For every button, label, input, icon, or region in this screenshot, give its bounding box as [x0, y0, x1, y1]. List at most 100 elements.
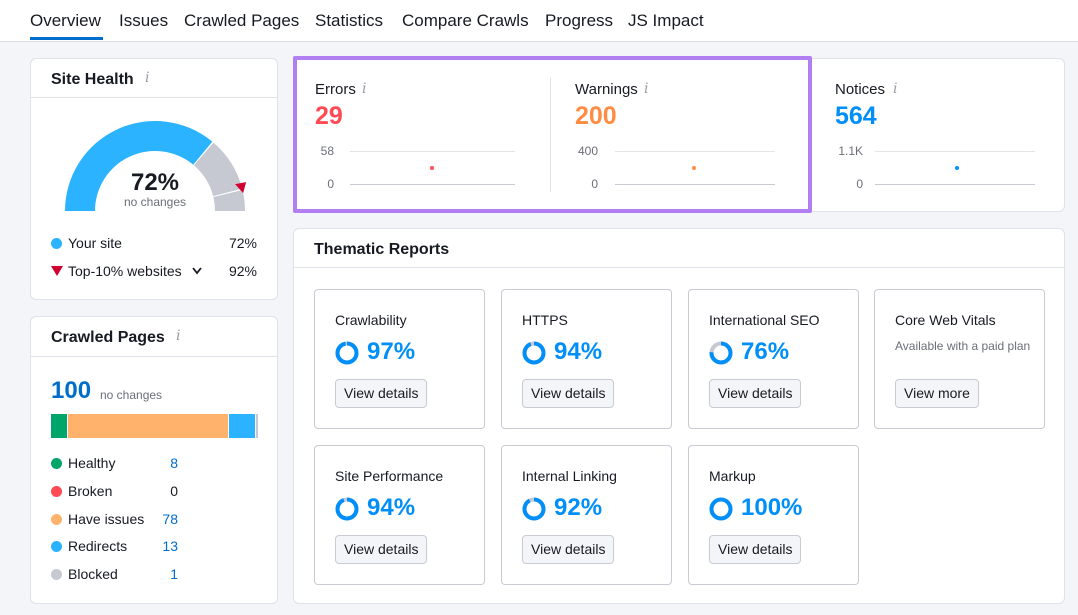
warnings-label: Warnings	[575, 81, 638, 98]
report-name: Site Performance	[335, 468, 444, 484]
errors-gridline	[350, 151, 515, 152]
crawled-pages-info-icon[interactable]: i	[176, 328, 181, 344]
notices-info-icon[interactable]: i	[893, 81, 898, 97]
errors-info-icon[interactable]: i	[362, 81, 367, 97]
report-score[interactable]: 92%	[554, 494, 603, 521]
progress-ring-icon	[522, 497, 546, 521]
view-details-button[interactable]: View details	[335, 379, 428, 408]
report-score[interactable]: 100%	[741, 494, 803, 521]
crawled-pages-count[interactable]: 100	[51, 377, 92, 404]
gauge-remaining-arc	[213, 189, 245, 211]
report-card-international-seo: International SEO 76% View details	[688, 289, 859, 429]
legend-dot	[51, 541, 62, 553]
thematic-reports-card: Thematic Reports Crawlability 97% View det…	[293, 228, 1065, 604]
report-score[interactable]: 97%	[367, 338, 416, 365]
top10-value: 92%	[228, 263, 257, 279]
view-details-button[interactable]: View details	[522, 379, 615, 408]
ring-fill	[522, 497, 546, 521]
legend-blocked: Blocked	[51, 566, 118, 582]
legend-value-have-issues[interactable]: 78	[162, 510, 178, 527]
errors-axis-bottom: 0	[327, 177, 334, 191]
notices-count[interactable]: 564	[835, 102, 877, 130]
legend-label: Redirects	[68, 538, 128, 555]
tab-progress[interactable]: Progress	[545, 11, 614, 30]
report-card-internal-linking: Internal Linking 92% View details	[501, 445, 672, 585]
report-score[interactable]: 76%	[741, 338, 790, 365]
bar-segment-blocked[interactable]	[255, 414, 258, 438]
legend-label: Your site	[68, 235, 122, 251]
notices-label: Notices	[835, 81, 886, 98]
report-name: Internal Linking	[522, 468, 617, 484]
top10-marker-icon	[235, 182, 247, 194]
bar-segment-have-issues[interactable]	[67, 414, 228, 438]
gauge-top10-arc	[193, 142, 243, 197]
tab-overview[interactable]: Overview	[30, 11, 101, 30]
legend-dot	[51, 513, 62, 525]
ring-fill	[709, 341, 733, 365]
crawled-pages-title: Crawled Pages	[51, 329, 165, 346]
errors-baseline	[350, 184, 515, 185]
top10-triangle-icon	[51, 266, 63, 276]
bar-segment-healthy[interactable]	[51, 414, 67, 438]
legend-value-broken: 0	[170, 482, 178, 499]
legend-have-issues: Have issues	[51, 511, 144, 527]
legend-label: Blocked	[68, 566, 118, 583]
warnings-sparkline-point	[692, 166, 696, 170]
report-name: Markup	[709, 468, 756, 484]
legend-value-blocked[interactable]: 1	[170, 566, 178, 583]
warnings-info-icon[interactable]: i	[644, 81, 649, 97]
legend-label: Healthy	[68, 455, 116, 471]
warnings-count[interactable]: 200	[575, 102, 617, 130]
site-health-info-icon[interactable]: i	[145, 70, 150, 86]
site-health-score: 72%	[130, 169, 180, 196]
report-card-markup: Markup 100% View details	[688, 445, 859, 585]
errors-axis-top: 58	[320, 144, 334, 158]
warnings-axis-bottom: 0	[591, 177, 598, 191]
tab-js-impact[interactable]: JS Impact	[628, 11, 704, 30]
metric-divider	[550, 78, 551, 192]
legend-dot	[51, 485, 62, 497]
warnings-axis-top: 400	[577, 144, 598, 158]
tab-crawled-pages[interactable]: Crawled Pages	[184, 11, 300, 30]
report-tabs: Overview Issues Crawled Pages Statistics…	[0, 0, 1078, 42]
issues-summary-card: Errors i 29 58 0 Warnings i 200 400 0 No…	[293, 58, 1065, 212]
legend-top-10[interactable]: Top-10% websites	[51, 263, 202, 279]
tab-statistics[interactable]: Statistics	[315, 11, 384, 30]
active-tab-indicator	[30, 37, 103, 40]
report-score[interactable]: 94%	[367, 494, 416, 521]
chevron-down-icon[interactable]	[191, 267, 202, 275]
report-name: HTTPS	[522, 312, 568, 328]
legend-redirects: Redirects	[51, 538, 127, 554]
view-details-button[interactable]: View details	[335, 535, 428, 564]
site-health-change: no changes	[123, 195, 187, 209]
errors-count[interactable]: 29	[315, 102, 343, 130]
your-site-dot	[51, 238, 62, 249]
divider	[294, 267, 1064, 268]
legend-label: Broken	[68, 482, 113, 499]
legend-your-site: Your site	[51, 235, 122, 251]
view-details-button[interactable]: View details	[709, 379, 802, 408]
view-details-button[interactable]: View details	[522, 535, 615, 564]
errors-label: Errors	[315, 81, 356, 98]
crawled-pages-bar[interactable]	[51, 414, 258, 438]
report-name: Core Web Vitals	[895, 312, 996, 328]
divider	[31, 97, 277, 98]
bar-segment-redirects[interactable]	[229, 414, 255, 438]
ring-fill	[335, 341, 359, 365]
tab-issues[interactable]: Issues	[119, 11, 169, 30]
notices-sparkline-point	[955, 166, 959, 170]
progress-ring-icon	[335, 497, 359, 521]
report-score[interactable]: 94%	[554, 338, 603, 365]
tab-compare-crawls[interactable]: Compare Crawls	[402, 11, 529, 30]
legend-value-healthy[interactable]: 8	[170, 455, 178, 471]
legend-healthy: Healthy	[51, 455, 115, 471]
legend-value-redirects[interactable]: 13	[162, 538, 178, 555]
legend-broken: Broken	[51, 483, 112, 499]
view-details-button[interactable]: View details	[709, 535, 802, 564]
ring-fill	[522, 341, 546, 365]
view-more-button[interactable]: View more	[895, 379, 979, 408]
notices-baseline	[875, 184, 1035, 185]
report-card-core-web-vitals: Core Web Vitals Available with a paid pla…	[874, 289, 1045, 429]
site-health-title: Site Health	[51, 71, 134, 88]
ring-fill	[709, 497, 733, 521]
